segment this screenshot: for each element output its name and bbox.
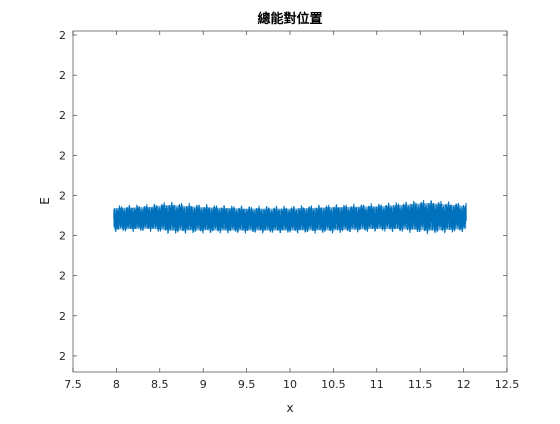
x-tick-label: 7.5 [64,378,82,391]
y-tick-label: 2 [59,109,66,122]
x-tick-label: 9.5 [238,378,256,391]
x-tick-label: 11 [370,378,384,391]
x-tick-label: 8.5 [151,378,169,391]
y-tick-label: 2 [59,149,66,162]
series-layer [113,199,467,235]
y-tick-label: 2 [59,230,66,243]
y-tick-label: 2 [59,29,66,42]
x-axis: 7.5 8 8.5 9 9.5 10 10.5 11 11.5 12 12.5 [64,31,519,391]
y-tick-label: 2 [59,189,66,202]
chart-title: 總能對位置 [257,11,322,27]
y-tick-label: 2 [59,350,66,363]
y-tick-label: 2 [59,270,66,283]
x-axis-label: x [286,401,293,415]
y-tick-label: 2 [59,310,66,323]
y-axis-label: E [38,197,52,205]
x-tick-label: 12.5 [495,378,520,391]
y-tick-label: 2 [59,69,66,82]
y-axis: 2 2 2 2 2 2 2 2 2 [59,29,507,363]
x-tick-label: 8 [113,378,120,391]
x-tick-label: 11.5 [408,378,433,391]
x-tick-label: 10 [283,378,297,391]
series-band-core [113,203,467,231]
x-tick-label: 10.5 [321,378,346,391]
x-tick-label: 12 [457,378,471,391]
x-tick-label: 9 [200,378,207,391]
